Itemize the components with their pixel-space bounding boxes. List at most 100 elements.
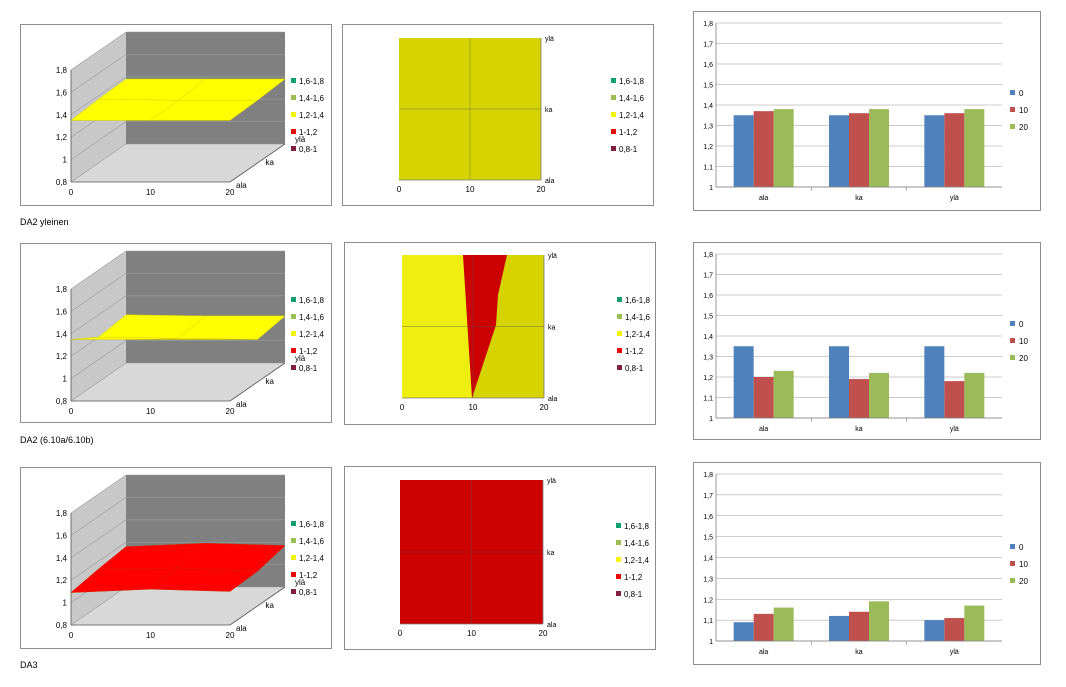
- z-tick-label-4: 1,6: [56, 307, 68, 316]
- bar-y-tick-label-3: 1,3: [703, 355, 713, 362]
- z-gridline-4: [70, 273, 285, 312]
- legend-label-1: 1,4-1,6: [619, 94, 644, 103]
- bar-x-tick-label-2: ylä: [950, 649, 959, 656]
- mesh-x-2: [229, 78, 286, 121]
- legend-label-4: 0,8-1: [299, 145, 318, 154]
- legend-swatch-2: [616, 557, 621, 562]
- legend-swatch-2: [291, 555, 296, 560]
- surface-chart-row3: 0,8 1 1,2 1,4 1,6 1,8 0 10 20 ala ka ylä 1,6-1,8 1,4-…: [20, 467, 332, 649]
- bar-x-tick-label-0: ala: [759, 649, 768, 656]
- legend-swatch-4: [291, 589, 296, 594]
- legend-label-1: 1,4-1,6: [624, 539, 649, 548]
- bar-y-tick-label-7: 1,7: [703, 42, 713, 49]
- z-gridline-4: [70, 54, 285, 93]
- z-gridline-3: [70, 519, 285, 559]
- bar-y-tick-label-2: 1,2: [703, 597, 713, 604]
- back-wall: [126, 251, 285, 363]
- bar-legend-swatch-1: [1010, 561, 1015, 566]
- contour-x-tick-label-2: 20: [539, 629, 548, 638]
- legend-label-3: 1-1,2: [299, 128, 318, 137]
- bar-ylä-10: [944, 618, 965, 641]
- legend-label-2: 1,2-1,4: [624, 556, 649, 565]
- bar-legend-label-0: 0: [1019, 89, 1024, 98]
- caption-row1: DA2 yleinen: [20, 217, 69, 227]
- bar-ka-0: [829, 115, 849, 187]
- surface-chart-row1: 0,8 1 1,2 1,4 1,6 1,8 0 10 20 ala ka ylä 1,6-1,8 1,4-…: [20, 24, 332, 206]
- bar-ala-20: [773, 607, 794, 641]
- contour-y-tick-label-0: ala: [545, 178, 554, 185]
- contour-x-tick-label-0: 0: [398, 629, 403, 638]
- legend-label-2: 1,2-1,4: [299, 111, 324, 120]
- z-tick-label-5: 1,8: [56, 509, 68, 518]
- z-gridline-3: [70, 76, 285, 116]
- z-tick-label-3: 1,4: [56, 330, 68, 339]
- legend-label-0: 1,6-1,8: [619, 77, 644, 86]
- legend-swatch-4: [617, 365, 622, 370]
- bar-y-tick-label-6: 1,6: [703, 62, 713, 69]
- bar-ala-0: [733, 115, 754, 187]
- z-gridline-5: [70, 31, 285, 71]
- legend-label-2: 1,2-1,4: [625, 330, 650, 339]
- bar-chart-row1: 1 1,1 1,2 1,3 1,4 1,5 1,6 1,7 1,8 ala ka ylä 0 10 20: [693, 11, 1041, 211]
- bar-y-tick-label-7: 1,7: [703, 493, 713, 500]
- x-tick-label-2: 20: [226, 631, 235, 640]
- bar-legend-swatch-1: [1010, 107, 1015, 112]
- contour-y-tick-label-1: ka: [545, 107, 553, 114]
- bar-ka-10: [849, 611, 869, 641]
- z-tick-label-4: 1,6: [56, 531, 68, 540]
- legend-swatch-1: [617, 314, 622, 319]
- bar-ala-10: [753, 377, 774, 418]
- side-wall: [71, 251, 126, 401]
- x-tick-label-0: 0: [69, 631, 74, 640]
- bar-legend-label-1: 10: [1019, 337, 1028, 346]
- contour-x-tick-label-1: 10: [469, 403, 478, 412]
- bar-y-tick-label-5: 1,5: [703, 314, 713, 321]
- surface-cell-1-1: [177, 315, 286, 340]
- legend-swatch-3: [616, 574, 621, 579]
- bar-ylä-20: [964, 605, 985, 641]
- bar-x-tick-label-2: ylä: [950, 426, 959, 433]
- legend-swatch-1: [291, 314, 296, 319]
- bar-y-tick-label-4: 1,4: [703, 334, 713, 341]
- legend-label-3: 1-1,2: [299, 347, 318, 356]
- bar-ylä-20: [964, 372, 985, 418]
- contour-chart-row1: 0 10 20 ala ka ylä 1,6-1,8 1,4-1,6 1,2-1,4 1-1,2 0…: [342, 24, 654, 206]
- legend-label-0: 1,6-1,8: [299, 77, 324, 86]
- mesh-y-1: [98, 336, 258, 340]
- contour-y-tick-label-1: ka: [547, 550, 555, 557]
- legend-swatch-0: [291, 78, 296, 83]
- legend-label-2: 1,2-1,4: [619, 111, 644, 120]
- bar-y-tick-label-2: 1,2: [703, 375, 713, 382]
- z-tick-label-3: 1,4: [56, 111, 68, 120]
- z-tick-label-1: 1: [63, 599, 68, 608]
- legend-swatch-4: [291, 146, 296, 151]
- legend-swatch-1: [291, 95, 296, 100]
- depth-tick-label-0: ala: [236, 624, 247, 633]
- z-gridline-5: [70, 474, 285, 514]
- legend-label-4: 0,8-1: [624, 590, 643, 599]
- bar-x-tick-label-1: ka: [855, 649, 863, 656]
- z-tick-label-2: 1,2: [56, 576, 68, 585]
- legend-swatch-1: [611, 95, 616, 100]
- legend-label-1: 1,4-1,6: [299, 313, 324, 322]
- mesh-x-2: [229, 315, 286, 340]
- floor-wall: [71, 144, 285, 182]
- mesh-y-0: [70, 588, 231, 593]
- bar-y-tick-label-2: 1,2: [703, 144, 713, 151]
- bar-ka-10: [849, 379, 869, 418]
- floor-wall: [71, 587, 285, 625]
- legend-swatch-4: [291, 365, 296, 370]
- bar-legend-label-2: 20: [1019, 123, 1028, 132]
- z-gridline-5: [70, 250, 285, 290]
- z-tick-label-2: 1,2: [56, 352, 68, 361]
- contour-y-tick-label-0: ala: [548, 396, 557, 403]
- legend-swatch-3: [291, 348, 296, 353]
- bar-y-tick-label-0: 1: [709, 185, 713, 192]
- legend-swatch-0: [617, 297, 622, 302]
- mesh-y-2: [125, 543, 286, 547]
- z-tick-label-2: 1,2: [56, 133, 68, 142]
- contour-x-tick-label-2: 20: [537, 185, 546, 194]
- depth-tick-label-2: ylä: [295, 135, 306, 144]
- contour-chart-row3: 0 10 20 ala ka ylä 1,6-1,8 1,4-1,6 1,2-1,4 1-1,2 0…: [344, 466, 656, 650]
- bar-ylä-0: [924, 115, 945, 187]
